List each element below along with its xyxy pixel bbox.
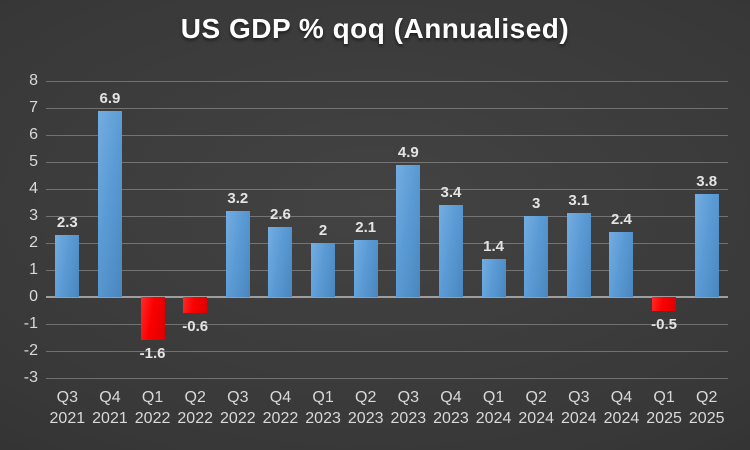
gridline (46, 189, 728, 190)
gridline (46, 108, 728, 109)
bar-value-label: 2 (318, 222, 328, 239)
y-axis-tick-label: -1 (23, 315, 38, 332)
bar-positive (55, 234, 80, 297)
x-axis-tick-label: Q1 2023 (305, 389, 341, 427)
bar-value-label: 1.4 (483, 238, 504, 256)
gridline (46, 162, 728, 163)
gridline (46, 81, 728, 82)
bar-value-label: 3.4 (440, 184, 462, 202)
bar-negative (183, 297, 208, 314)
x-axis-tick-label: Q4 2022 (262, 389, 299, 427)
bar-value-label: 3.8 (696, 173, 718, 191)
x-axis-tick-label: Q1 2022 (134, 389, 171, 427)
gridline (46, 351, 728, 352)
bar-negative (652, 297, 677, 311)
bar-positive (225, 210, 250, 297)
bar-value-label: -0.5 (651, 315, 677, 333)
bar-value-label: 3.1 (568, 192, 590, 210)
bar-value-label: 2.1 (355, 219, 377, 237)
bar-positive (311, 243, 336, 297)
bar-value-label: 6.9 (99, 89, 121, 107)
x-axis-zero-line (46, 296, 728, 298)
bar-positive (524, 216, 549, 297)
x-axis-tick-label: Q4 2023 (433, 389, 469, 427)
bar-value-label: 3.2 (227, 189, 249, 207)
gridline (46, 324, 728, 325)
y-axis-tick-label: 2 (29, 234, 38, 251)
bar-positive (438, 205, 463, 297)
chart-title: US GDP % qoq (Annualised) (180, 13, 570, 44)
x-axis-tick-label: Q1 2024 (475, 389, 512, 427)
bar-value-label: 3 (532, 195, 541, 212)
gridline (46, 216, 728, 217)
bar-positive (268, 226, 293, 297)
x-axis-tick-label: Q4 2024 (603, 389, 640, 427)
x-axis-tick-label: Q1 2025 (646, 389, 682, 427)
gridline (46, 270, 728, 271)
y-axis-tick-label: 3 (29, 207, 38, 224)
x-axis-tick-label: Q2 2023 (347, 389, 384, 427)
bar-positive (566, 213, 591, 297)
bar-positive (97, 110, 122, 297)
y-axis-tick-label: 6 (29, 126, 38, 143)
y-axis-tick-label: 1 (29, 261, 38, 278)
y-axis-tick-label: 0 (29, 288, 38, 305)
y-axis-tick-label: 8 (29, 72, 38, 89)
bar-positive (694, 194, 719, 297)
bar-positive (353, 240, 378, 297)
bar-value-label: -0.6 (182, 318, 209, 336)
gridline (46, 135, 728, 136)
x-axis-tick-label: Q3 2021 (49, 389, 86, 427)
x-axis-tick-label: Q3 2022 (220, 389, 256, 427)
bar-positive (481, 259, 506, 297)
bar-positive (609, 232, 634, 297)
x-axis-tick-label: Q4 2021 (92, 389, 128, 427)
bar-value-label: 2.4 (611, 211, 632, 229)
bar-value-label: 2.3 (56, 213, 78, 231)
bar-value-label: 4.9 (397, 143, 419, 161)
x-axis-tick-label: Q2 2024 (518, 389, 554, 427)
y-axis-tick-label: -2 (23, 342, 38, 359)
bar-positive (396, 164, 421, 297)
y-axis-tick-label: 5 (29, 153, 38, 170)
gridline (46, 378, 728, 379)
x-axis-tick-label: Q2 2022 (177, 389, 213, 427)
bar-value-label: 2.6 (270, 205, 291, 223)
bar-negative (140, 297, 165, 341)
y-axis-tick-label: 4 (29, 180, 38, 197)
gridline (46, 243, 728, 244)
y-axis-tick-label: 7 (29, 99, 38, 116)
x-axis-tick-label: Q3 2024 (561, 389, 597, 427)
x-axis-tick-label: Q2 2025 (688, 389, 725, 427)
bar-value-label: -1.6 (139, 345, 166, 363)
x-axis-tick-label: Q3 2023 (390, 389, 427, 427)
y-axis-tick-label: -3 (23, 369, 38, 386)
